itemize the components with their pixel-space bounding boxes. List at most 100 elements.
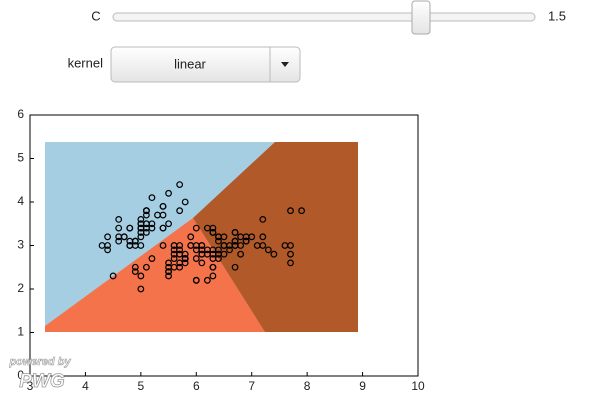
region-orange: [45, 218, 265, 332]
point: [203, 224, 211, 232]
point: [220, 242, 228, 249]
point: [231, 263, 239, 271]
point: [159, 242, 167, 249]
point: [165, 189, 172, 197]
point: [126, 224, 134, 232]
point: [209, 246, 217, 254]
dropdown-label: kernel: [68, 55, 104, 70]
region-brown: [193, 142, 358, 332]
x-tick-label: 5: [138, 379, 145, 393]
point: [215, 233, 222, 241]
y-tick-label: 6: [17, 107, 24, 121]
point: [104, 246, 111, 254]
point: [137, 242, 145, 249]
point: [231, 229, 239, 236]
x-tick-label: 9: [359, 379, 366, 393]
point: [198, 259, 206, 267]
point: [131, 268, 139, 276]
point: [287, 207, 294, 215]
point: [137, 272, 145, 280]
point: [142, 224, 150, 232]
point: [165, 268, 172, 276]
point: [181, 250, 189, 258]
point: [176, 207, 184, 215]
point: [137, 285, 145, 293]
point: [242, 237, 250, 245]
point: [104, 233, 111, 241]
dropdown-box[interactable]: [110, 46, 301, 83]
y-tick-label: 5: [17, 151, 24, 165]
dropdown[interactable]: linear: [110, 46, 301, 83]
point: [137, 220, 145, 228]
point: [298, 207, 306, 215]
point: [259, 233, 267, 241]
point: [165, 272, 172, 280]
point: [142, 263, 150, 271]
point: [231, 242, 239, 249]
point: [148, 220, 156, 228]
point: [165, 263, 172, 271]
point: [187, 242, 195, 249]
point: [142, 211, 150, 219]
point: [131, 237, 139, 245]
point: [137, 229, 145, 236]
point: [215, 237, 222, 245]
point: [176, 246, 184, 254]
point: [192, 276, 200, 284]
y-tick-label: 0: [17, 368, 24, 382]
point: [259, 215, 267, 223]
x-tick-label: 7: [248, 379, 255, 393]
y-tick-label: 3: [17, 238, 24, 252]
point: [115, 224, 123, 232]
dropdown-arrow[interactable]: [281, 62, 289, 67]
watermark-line2: PWG: [19, 371, 65, 392]
point: [287, 250, 294, 258]
point: [181, 259, 189, 267]
point: [115, 233, 123, 241]
slider-value: 1.5: [548, 8, 566, 23]
point: [192, 224, 200, 232]
y-tick-label: 2: [17, 281, 24, 295]
point: [203, 276, 211, 284]
point: [109, 272, 117, 280]
x-tick-label: 4: [82, 379, 89, 393]
point: [192, 246, 200, 254]
point: [209, 250, 217, 258]
point: [165, 220, 172, 228]
point: [148, 255, 156, 262]
point: [209, 272, 217, 280]
point: [154, 211, 161, 219]
point: [187, 233, 195, 241]
point: [170, 255, 178, 262]
point: [148, 194, 156, 202]
slider-handle[interactable]: [411, 0, 431, 35]
point: [142, 207, 150, 215]
decision-regions: [45, 142, 358, 332]
point: [209, 255, 217, 262]
point: [159, 202, 167, 210]
slider-track[interactable]: [112, 12, 536, 22]
point: [287, 242, 294, 249]
point: [131, 263, 139, 271]
point: [270, 250, 278, 258]
point: [287, 259, 294, 267]
x-tick-label: 10: [411, 379, 425, 393]
point: [176, 242, 184, 249]
point: [209, 229, 217, 236]
point: [126, 242, 134, 249]
point: [115, 215, 123, 223]
point: [137, 215, 145, 223]
point: [226, 246, 233, 254]
point: [137, 233, 145, 241]
point: [104, 242, 111, 249]
watermark-line1: powered by: [8, 356, 71, 368]
point: [115, 237, 123, 245]
plot: 3 4 5 6 7 8 9 10 0 1 2 3 4 5 6: [17, 107, 425, 393]
x-tick-label: 6: [193, 379, 200, 393]
point: [231, 237, 239, 245]
y-tick-label: 4: [17, 194, 24, 208]
x-tick-label: 8: [304, 379, 311, 393]
y-tick-label: 1: [17, 325, 24, 339]
point: [176, 181, 184, 189]
